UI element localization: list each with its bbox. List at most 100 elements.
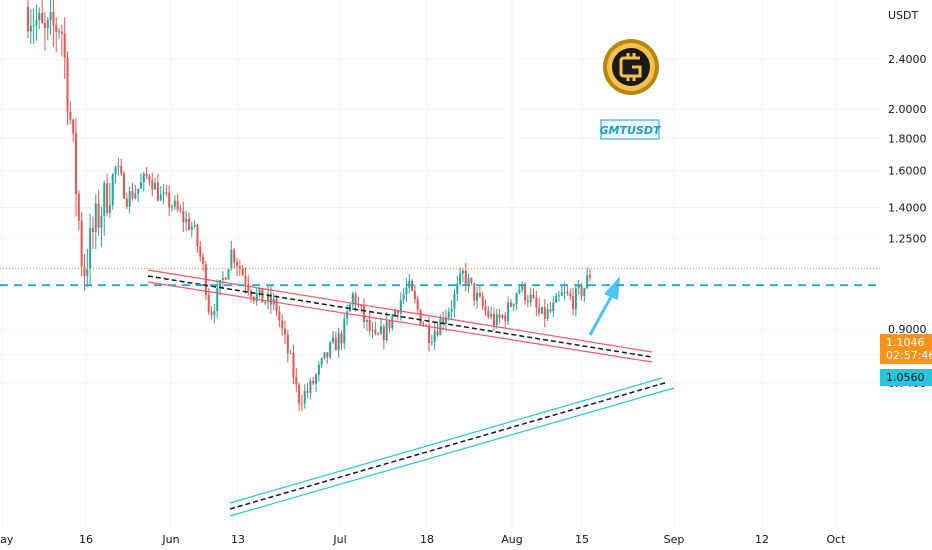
- candle-body: [103, 183, 106, 217]
- candle-body: [247, 284, 250, 291]
- level-badge: 1.0560: [880, 369, 932, 386]
- candle-body: [275, 298, 278, 312]
- candle-body: [357, 304, 360, 306]
- candle-body: [529, 294, 532, 302]
- candle-body: [509, 302, 512, 307]
- candle-body: [187, 218, 190, 230]
- candle-body: [298, 384, 301, 404]
- candle-body: [306, 391, 309, 393]
- candle-body: [41, 12, 44, 23]
- candle-body: [555, 295, 558, 303]
- candle-body: [60, 31, 63, 34]
- candle-body: [185, 218, 188, 223]
- candle-body: [521, 284, 524, 290]
- candle-body: [156, 182, 159, 201]
- candle-body: [193, 224, 196, 227]
- candle-body: [481, 296, 484, 307]
- time-axis: May 16 Jun 13 Jul 18 Aug 15 Sep 12 Oct: [0, 528, 932, 550]
- y-tick-label: 1.4000: [888, 201, 927, 214]
- candle-body: [43, 22, 46, 29]
- resistance-trendline: [147, 269, 653, 363]
- candle-body: [394, 310, 397, 315]
- candle-body: [83, 266, 86, 277]
- gmt-coin-icon: [603, 39, 659, 95]
- candle-body: [464, 270, 467, 286]
- candle-body: [433, 331, 436, 343]
- candle-body: [385, 321, 388, 341]
- candle-body: [55, 25, 58, 33]
- candle-body: [281, 320, 284, 329]
- candle-body: [507, 302, 510, 322]
- candle-body: [560, 292, 563, 296]
- candle-body: [524, 284, 527, 301]
- candle-body: [326, 352, 329, 358]
- candle-body: [323, 352, 326, 359]
- candle-body: [145, 173, 148, 177]
- candle-body: [515, 293, 518, 304]
- candle-body: [538, 307, 541, 314]
- candle-body: [444, 317, 447, 324]
- candle-body: [123, 173, 126, 199]
- candle-body: [49, 12, 52, 20]
- candle-body: [128, 191, 131, 207]
- candle-body: [283, 328, 286, 335]
- candle-body: [210, 312, 213, 316]
- candle-body: [492, 313, 495, 326]
- candle-body: [563, 291, 566, 293]
- candle-body: [332, 337, 335, 343]
- x-tick-label: 13: [231, 533, 245, 546]
- candle-body: [69, 111, 72, 120]
- candle-body: [125, 198, 128, 207]
- candle-body: [289, 353, 292, 355]
- candle-body: [94, 203, 97, 233]
- candle-body: [159, 194, 162, 201]
- candle-body: [162, 192, 165, 195]
- candle-body: [543, 307, 546, 319]
- candle-body: [221, 278, 224, 281]
- candle-body: [100, 216, 103, 228]
- y-tick-label: 1.6000: [888, 165, 927, 178]
- candle-body: [258, 288, 261, 294]
- candle-body: [261, 288, 264, 303]
- candle-body: [255, 293, 258, 302]
- candle-body: [233, 249, 236, 263]
- candle-body: [148, 176, 151, 181]
- candle-body: [487, 310, 490, 317]
- candle-body: [439, 318, 442, 335]
- candle-body: [134, 193, 137, 199]
- candle-body: [405, 287, 408, 295]
- candle-body: [391, 314, 394, 328]
- candle-body: [137, 188, 140, 194]
- candle-body: [250, 290, 253, 297]
- candle-body: [86, 269, 89, 277]
- candle-body: [461, 270, 464, 274]
- candle-body: [450, 308, 453, 312]
- candle-body: [292, 353, 295, 378]
- candle-body: [422, 324, 425, 326]
- x-tick-label: 16: [79, 533, 93, 546]
- candle-body: [490, 313, 493, 317]
- candle-body: [354, 293, 357, 306]
- candle-body: [190, 226, 193, 230]
- candle-body: [278, 311, 281, 321]
- candle-body: [340, 333, 343, 344]
- candle-body: [131, 191, 134, 199]
- candle-body: [75, 133, 78, 195]
- candle-body: [416, 299, 419, 310]
- candle-body: [97, 203, 100, 228]
- candle-body: [549, 309, 552, 312]
- candle-body: [526, 300, 529, 302]
- candle-body: [430, 342, 433, 344]
- candle-body: [320, 358, 323, 365]
- candle-body: [377, 333, 380, 335]
- candle-body: [52, 12, 55, 26]
- candle-body: [182, 210, 185, 223]
- candle-body: [32, 25, 35, 27]
- candle-body: [467, 277, 470, 286]
- candle-body: [329, 342, 332, 358]
- candle-body: [171, 206, 174, 208]
- x-tick-label: May: [0, 533, 14, 546]
- symbol-label: GMTUSDT: [600, 119, 662, 140]
- x-tick-label: Sep: [664, 533, 685, 546]
